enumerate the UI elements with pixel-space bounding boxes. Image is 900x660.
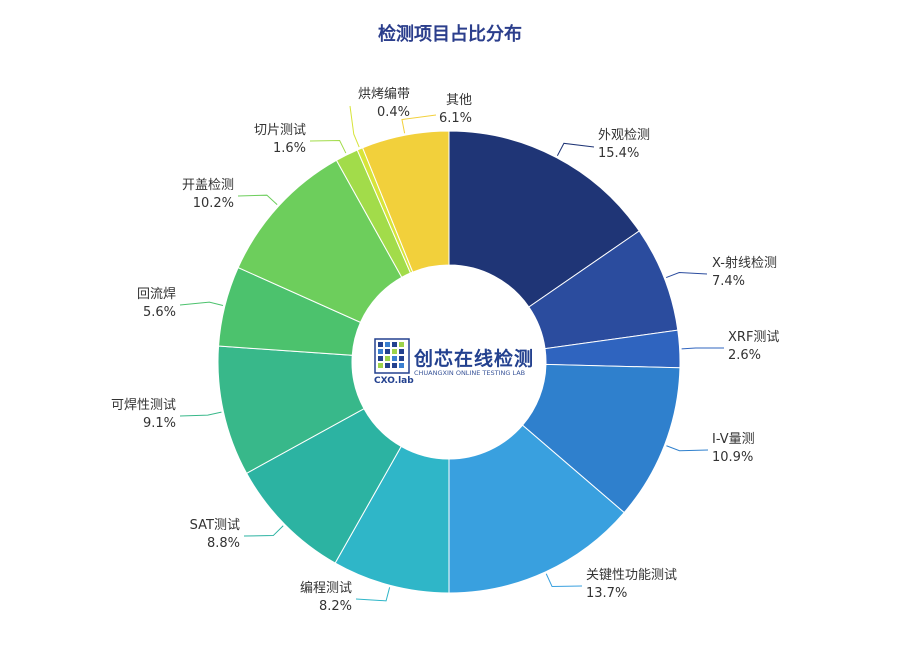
labels-group: 外观检测 15.4% X-射线检测 7.4% XRF测试 2.6% I-V量测 10.9% 关键… <box>111 87 779 614</box>
slice-label-value-11: 0.4% <box>377 105 410 120</box>
leader-line-3 <box>666 445 709 452</box>
slice-label-name-7: 可焊性测试 <box>111 397 176 413</box>
slice-label-value-0: 15.4% <box>598 146 639 161</box>
slice-label-value-2: 2.6% <box>728 348 761 363</box>
logo-sub-text: CHUANGXIN ONLINE TESTING LAB <box>414 369 526 377</box>
slice-label-name-8: 回流焊 <box>137 286 176 302</box>
center-logo: 创芯在线检测 CHUANGXIN ONLINE TESTING LAB CXO.… <box>370 336 533 390</box>
leader-line-8 <box>179 301 224 306</box>
slice-label-name-5: 编程测试 <box>300 581 352 596</box>
slice-label-name-0: 外观检测 <box>598 128 650 143</box>
slice-label-value-6: 8.8% <box>207 536 240 551</box>
slice-label-name-6: SAT测试 <box>190 518 240 533</box>
slice-label-name-3: I-V量测 <box>712 432 755 447</box>
slice-4[interactable] <box>448 424 625 594</box>
leader-line-4 <box>545 573 583 587</box>
slice-label-value-12: 6.1% <box>439 111 472 126</box>
slice-label-value-5: 8.2% <box>319 599 352 614</box>
slice-0[interactable] <box>448 130 640 308</box>
slices-group <box>217 130 681 594</box>
leader-line-11 <box>349 105 360 148</box>
slice-label-name-9: 开盖检测 <box>182 178 234 193</box>
logo-mark-icon <box>374 338 410 374</box>
slice-label-value-10: 1.6% <box>273 141 306 156</box>
slice-label-name-10: 切片测试 <box>254 123 306 138</box>
slice-12[interactable] <box>361 130 450 273</box>
leader-line-6 <box>243 525 284 537</box>
slice-label-name-2: XRF测试 <box>728 330 779 345</box>
leader-line-0 <box>556 142 595 156</box>
slice-label-name-4: 关键性功能测试 <box>586 568 677 583</box>
logo-main-text: 创芯在线检测 <box>414 348 535 370</box>
leader-line-5 <box>355 587 391 602</box>
logo-brand-text: CXO.lab <box>374 376 414 386</box>
slice-label-name-11: 烘烤编带 <box>358 87 410 102</box>
slice-label-value-3: 10.9% <box>712 450 753 465</box>
leader-line-7 <box>179 411 222 417</box>
leader-lines-group <box>179 105 725 602</box>
leader-line-1 <box>665 272 708 279</box>
leader-line-12 <box>401 114 437 134</box>
slice-label-value-1: 7.4% <box>712 274 745 289</box>
slice-label-name-1: X-射线检测 <box>712 255 777 271</box>
chart-title: 检测项目占比分布 <box>378 24 522 45</box>
slice-label-value-9: 10.2% <box>193 196 234 211</box>
leader-line-9 <box>237 194 278 206</box>
slice-label-name-12: 其他 <box>446 93 472 108</box>
slice-label-value-4: 13.7% <box>586 586 627 601</box>
leader-line-2 <box>681 347 725 350</box>
slice-label-value-7: 9.1% <box>143 416 176 431</box>
slice-label-value-8: 5.6% <box>143 305 176 320</box>
leader-line-10 <box>309 140 347 154</box>
